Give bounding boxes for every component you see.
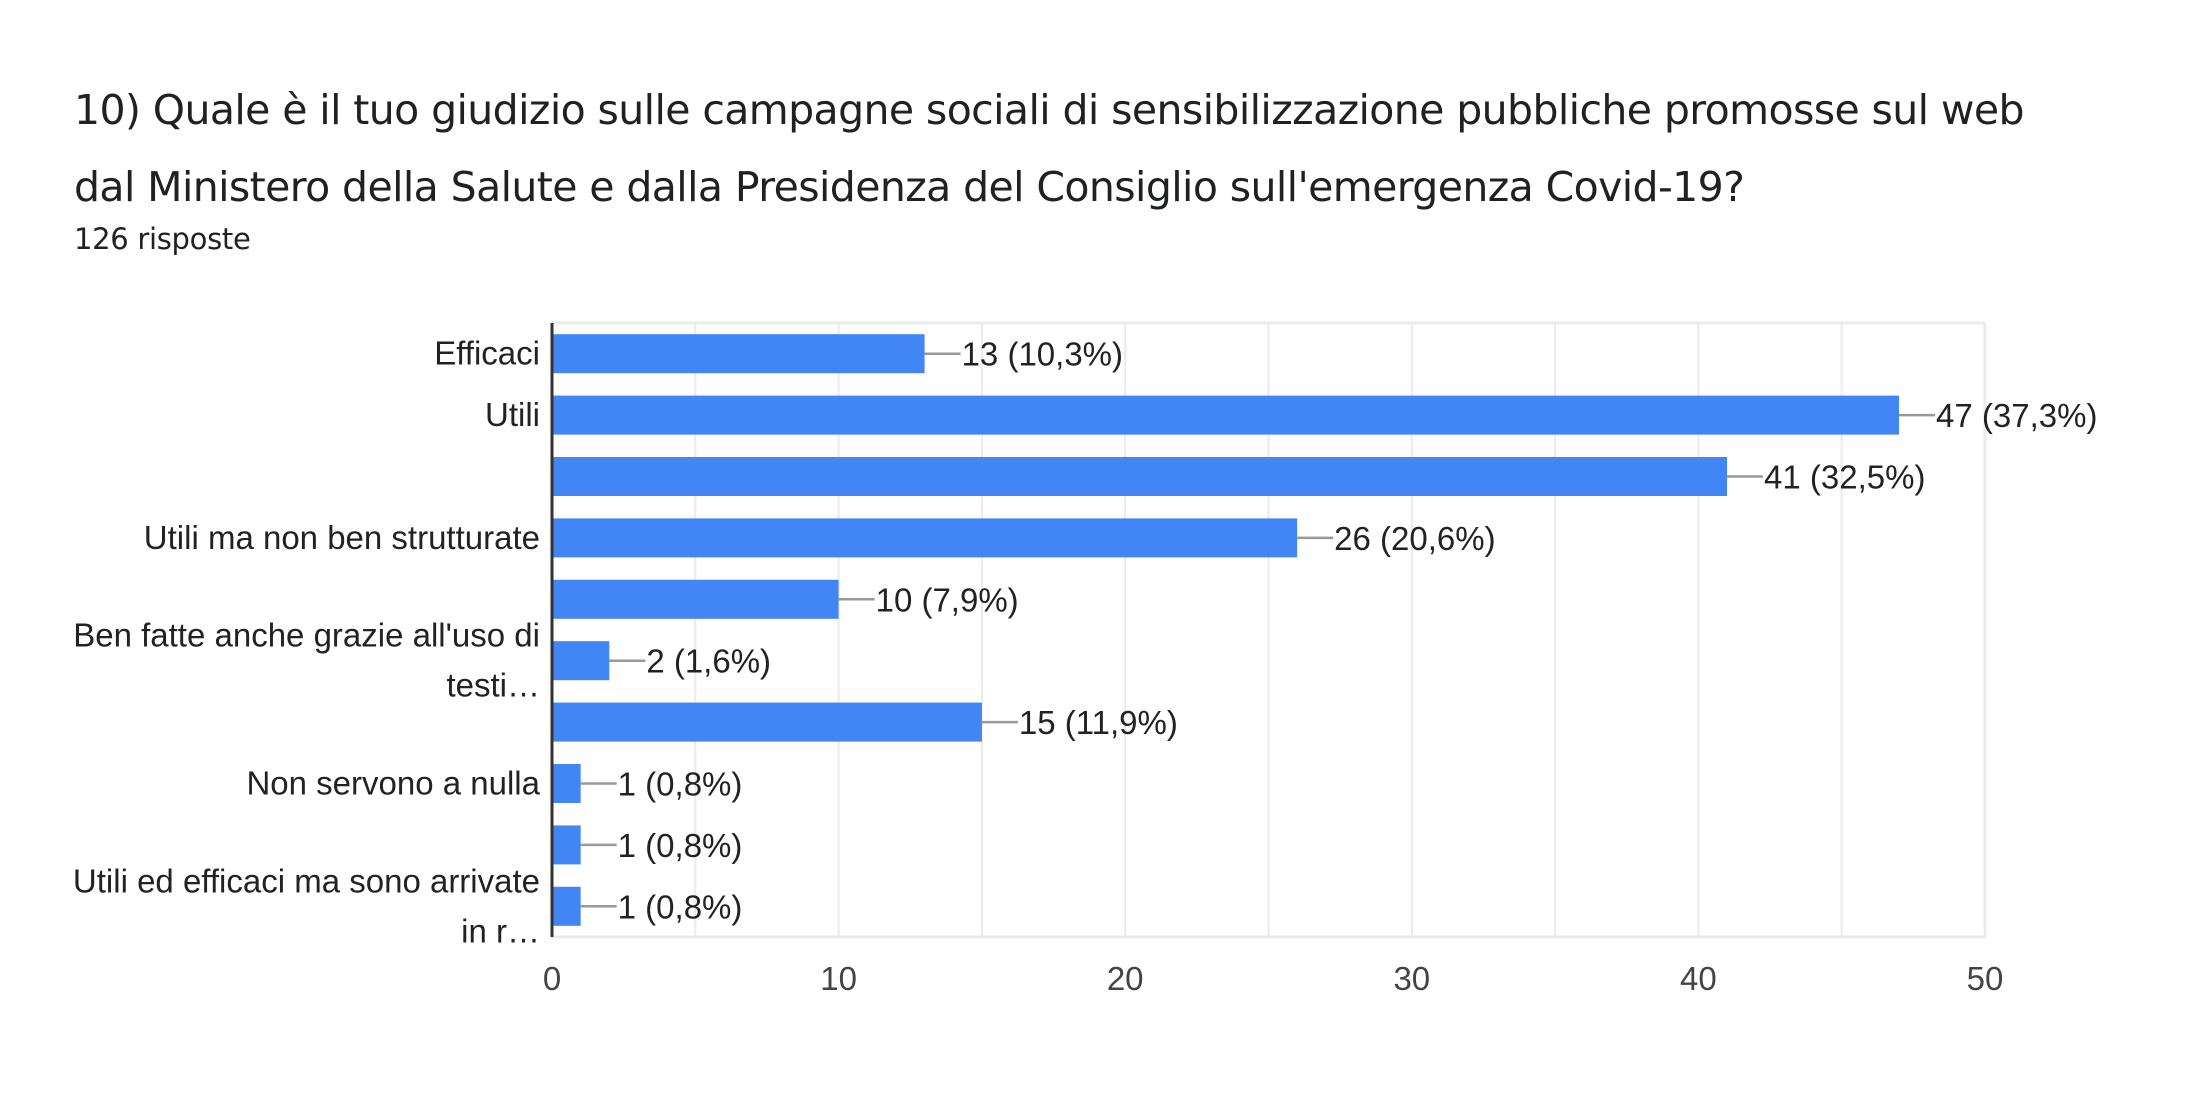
question-title: 10) Quale è il tuo giudizio sulle campag… [74,72,2164,226]
grid-layer [552,321,1987,939]
data-label: 26 (20,6%) [1334,520,1495,557]
bar-layer: 13 (10,3%) 47 (37,3%) 41 (32,5%) 26 (20,6%)… [552,334,2097,926]
response-count: 126 risposte [74,222,251,256]
question-title-line-1: 10) Quale è il tuo giudizio sulle campag… [74,86,2024,134]
category-label: Non servono a nulla [246,765,540,802]
bar [552,764,581,803]
data-label: 1 (0,8%) [618,766,743,803]
category-label-line: testi… [446,667,540,704]
x-tick-label: 10 [820,960,857,997]
bar [552,825,581,865]
category-label-layer: Efficaci Utili Utili ma non ben strutturat… [73,335,541,950]
category-label: Ben fatte anche grazie all'uso di testi… [73,617,540,704]
data-label: 47 (37,3%) [1936,397,2097,434]
category-label: Utili ma non ben strutturate [144,519,540,556]
data-label: 2 (1,6%) [646,643,771,680]
category-label-line: Utili ed efficaci ma sono arrivate [73,862,540,899]
x-axis-ticks: 0 10 20 30 40 50 [543,960,2004,997]
question-title-line-2: dal Ministero della Salute e dalla Presi… [74,163,1745,211]
data-label: 10 (7,9%) [876,581,1019,618]
category-label-line: Utili ma non ben strutturate [144,519,540,556]
bar [552,334,925,374]
bar [552,518,1298,558]
x-tick-label: 0 [543,960,561,997]
category-label-line: Ben fatte anche grazie all'uso di [73,617,540,654]
category-label-line: in r… [461,912,540,949]
bar [552,641,610,681]
data-label: 13 (10,3%) [962,336,1123,373]
category-label: Utili [485,396,540,433]
data-label: 15 (11,9%) [1019,704,1178,741]
bar [552,395,1900,435]
bar [552,457,1728,496]
bar [552,702,982,742]
category-label-line: Efficaci [434,335,540,372]
x-tick-label: 30 [1393,960,1430,997]
bar [552,886,581,926]
bar [552,579,839,619]
x-tick-label: 20 [1107,960,1144,997]
x-tick-label: 50 [1967,960,2004,997]
category-label-line: Utili [485,396,540,433]
data-label: 1 (0,8%) [618,827,743,864]
category-label: Utili ed efficaci ma sono arrivate in r… [73,862,540,949]
category-label: Efficaci [434,335,540,372]
data-label: 1 (0,8%) [618,888,743,925]
category-label-line: Non servono a nulla [246,765,540,802]
data-label: 41 (32,5%) [1764,459,1925,496]
x-tick-label: 40 [1680,960,1717,997]
